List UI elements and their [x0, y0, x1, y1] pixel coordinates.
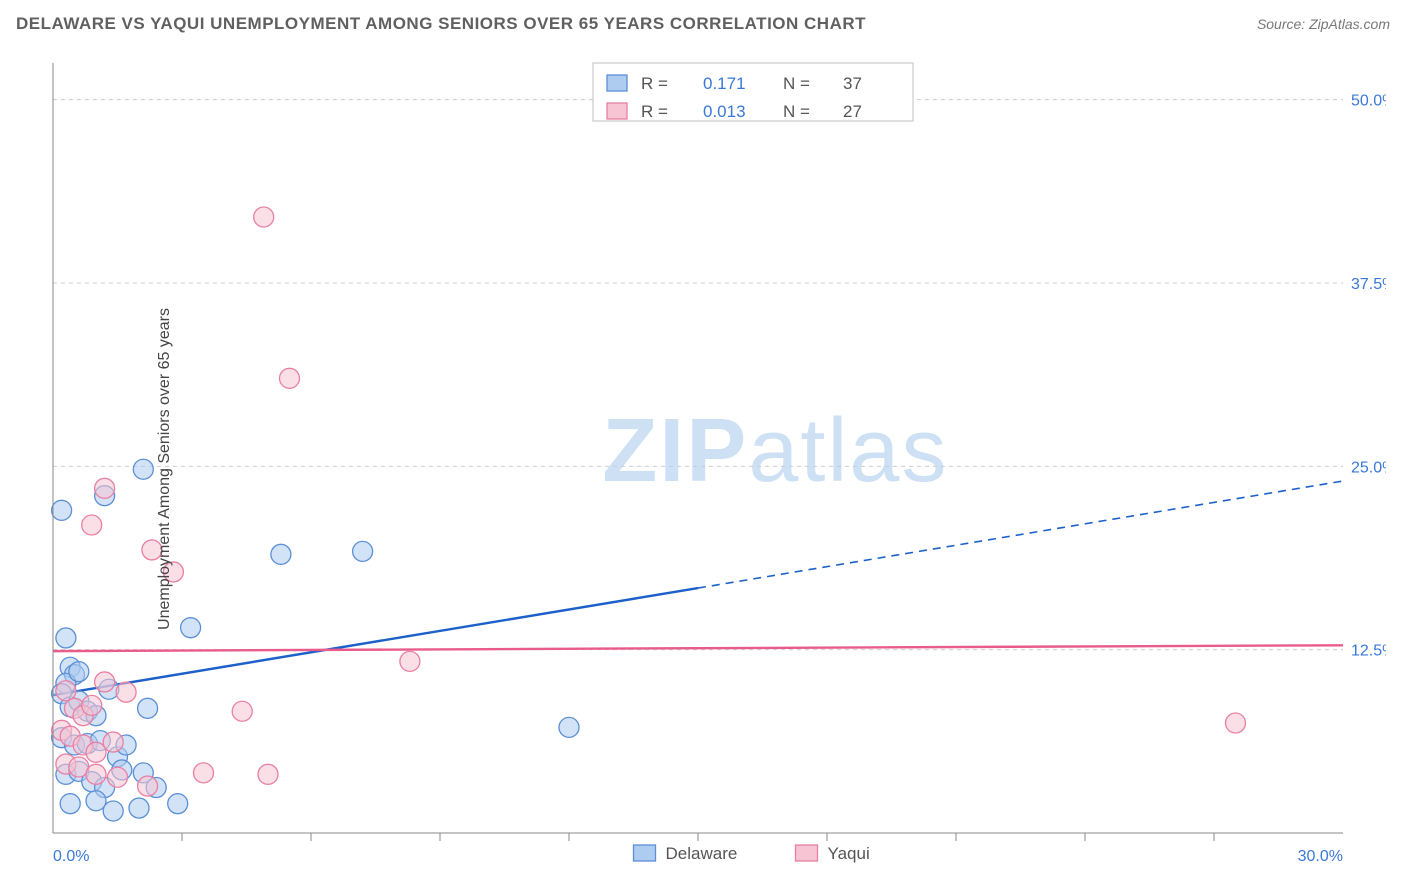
data-point	[86, 742, 106, 762]
stat-r-value: 0.013	[703, 102, 746, 121]
stat-n-value: 37	[843, 74, 862, 93]
data-point	[181, 618, 201, 638]
stat-n-value: 27	[843, 102, 862, 121]
data-point	[194, 763, 214, 783]
stat-r-label: R =	[641, 74, 668, 93]
legend-swatch	[796, 845, 818, 861]
legend-label: Delaware	[666, 844, 738, 863]
data-point	[103, 801, 123, 821]
chart-title: DELAWARE VS YAQUI UNEMPLOYMENT AMONG SEN…	[16, 14, 866, 34]
source-attribution: Source: ZipAtlas.com	[1257, 16, 1390, 32]
y-tick-label: 25.0%	[1351, 459, 1386, 476]
data-point	[108, 767, 128, 787]
stat-r-label: R =	[641, 102, 668, 121]
y-tick-label: 37.5%	[1351, 276, 1386, 293]
data-point	[60, 794, 80, 814]
stat-n-label: N =	[783, 74, 810, 93]
data-point	[69, 662, 89, 682]
x-min-label: 0.0%	[53, 848, 89, 865]
data-point	[56, 681, 76, 701]
data-point	[129, 798, 149, 818]
data-point	[116, 682, 136, 702]
data-point	[56, 628, 76, 648]
data-point	[133, 459, 153, 479]
data-point	[254, 207, 274, 227]
data-point	[280, 368, 300, 388]
data-point	[95, 672, 115, 692]
svg-text:ZIPatlas: ZIPatlas	[602, 401, 948, 501]
scatter-chart: ZIPatlas 12.5% 25.0% 37.5% 50.0% 0.0% 30.0% R =…	[48, 55, 1386, 882]
data-point	[559, 717, 579, 737]
stat-n-label: N =	[783, 102, 810, 121]
data-point	[353, 541, 373, 561]
stat-r-value: 0.171	[703, 74, 746, 93]
data-point	[82, 515, 102, 535]
trend-line-yaqui	[53, 645, 1343, 651]
legend-swatch	[607, 75, 627, 91]
trend-line-delaware	[53, 588, 698, 695]
data-point	[271, 544, 291, 564]
data-point	[103, 732, 123, 752]
legend-label: Yaqui	[828, 844, 870, 863]
data-point	[86, 791, 106, 811]
data-point	[138, 698, 158, 718]
data-point	[400, 651, 420, 671]
chart-area: Unemployment Among Seniors over 65 years…	[48, 55, 1386, 882]
x-max-label: 30.0%	[1298, 848, 1343, 865]
data-point	[82, 695, 102, 715]
y-tick-label: 50.0%	[1351, 93, 1386, 110]
data-point	[232, 701, 252, 721]
data-point	[86, 764, 106, 784]
data-point	[95, 478, 115, 498]
y-axis-label: Unemployment Among Seniors over 65 years	[156, 308, 174, 630]
data-point	[258, 764, 278, 784]
y-tick-label: 12.5%	[1351, 643, 1386, 660]
legend-swatch	[607, 103, 627, 119]
data-point	[52, 500, 72, 520]
data-point	[138, 776, 158, 796]
data-point	[168, 794, 188, 814]
data-point	[1226, 713, 1246, 733]
legend-swatch	[634, 845, 656, 861]
